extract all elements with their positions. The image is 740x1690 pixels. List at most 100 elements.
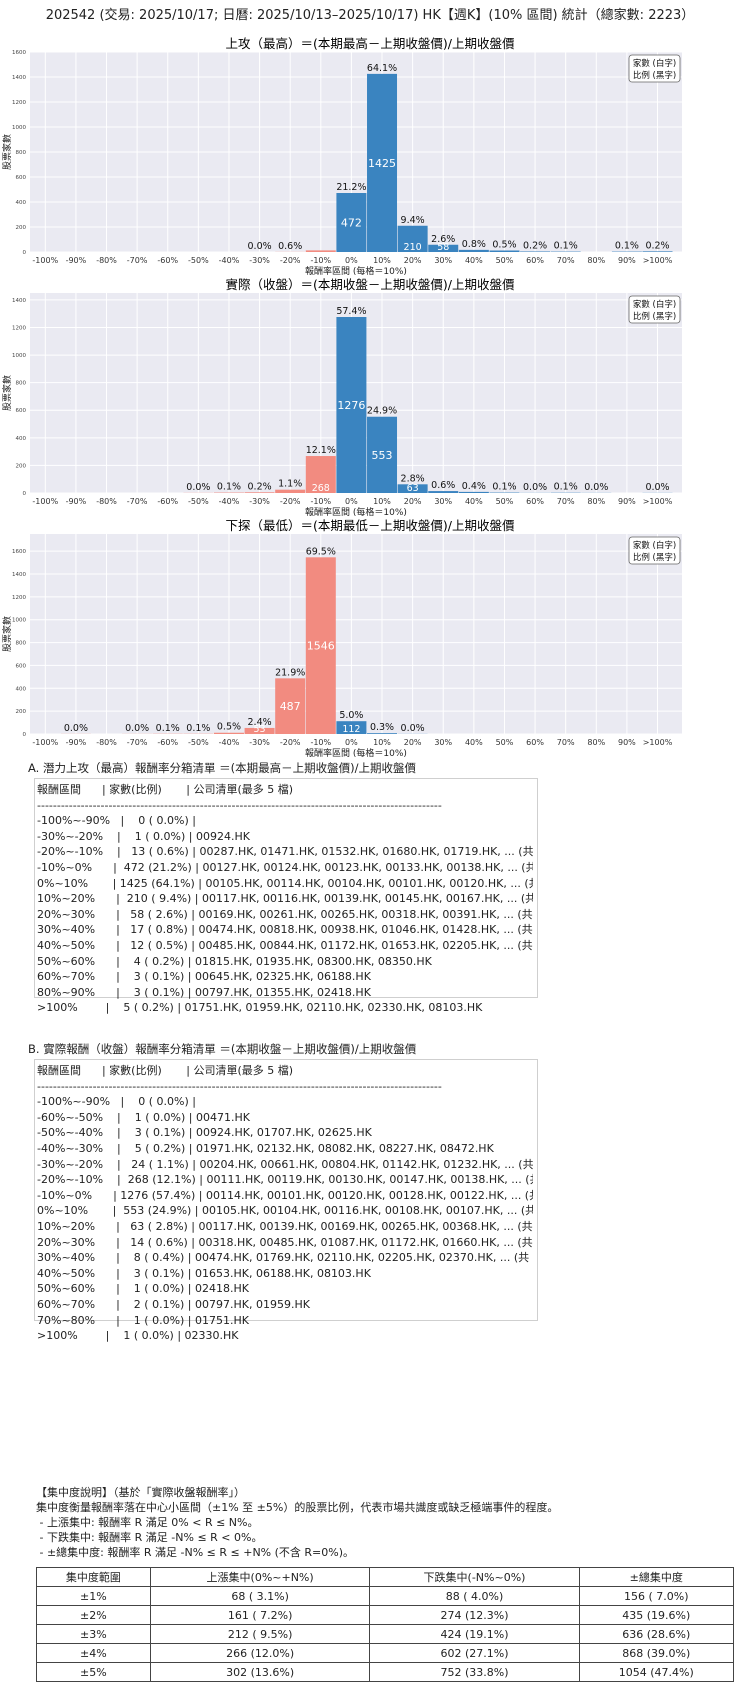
table-cell: 302 (13.6%) [149,1662,371,1682]
bar--30% [244,727,275,734]
y-tick-label: 1000 [12,618,26,624]
chart-title: 實際（收盤）＝(本期收盤－上期收盤價)/上期收盤價 [226,277,515,292]
x-tick-label: -60% [157,497,178,506]
bar-pct-label: 21.2% [336,182,366,193]
bar-pct-label: 12.1% [306,445,336,456]
x-tick-label: 90% [618,497,636,506]
y-tick-label: 1200 [12,595,26,601]
table-row: ±4% 266 (12.0%) 602 (27.1%) 868 (39.0%) [36,1643,735,1663]
list-row: -20%~-10% | 268 (12.1%) | 00111.HK, 0011… [37,1173,533,1187]
bar-50% [489,250,520,252]
x-tick-label: 50% [496,738,514,747]
x-axis-label: 報酬率區間 (每格＝10%) [305,265,407,276]
x-tick-label: 20% [404,256,422,265]
list-row: >100% | 1 ( 0.0%) | 02330.HK [37,1329,239,1343]
bar-pct-label: 0.1% [186,723,210,734]
table-cell: ±5% [36,1662,151,1682]
bar-30% [428,491,459,493]
concentration-notes: 【集中度說明】（基於「實際收盤報酬率」） 集中度衡量報酬率落在中心小區間（±1% … [36,1485,736,1560]
bar-pct-label: 0.0% [645,482,669,493]
x-tick-label: >100% [643,256,673,265]
x-tick-label: 60% [526,738,544,747]
bar-30% [428,244,459,252]
bar-pct-label: 0.3% [370,722,394,733]
list-row: -60%~-50% | 1 ( 0.0%) | 00471.HK [37,1110,250,1124]
x-tick-label: -80% [96,497,117,506]
bar-pct-label: 0.2% [248,481,272,492]
bar--30% [244,492,275,493]
list-row: 50%~60% | 4 ( 0.2%) | 01815.HK, 01935.HK… [37,954,432,968]
legend-pct: 比例 (黑字) [633,70,676,81]
concentration-line: - ±總集中度: 報酬率 R 滿足 -N% ≤ R ≤ +N% (不含 R=0%… [36,1546,355,1559]
plot-area [30,534,682,734]
bar-20% [397,225,428,252]
x-tick-label: -30% [249,497,270,506]
x-tick-label: 70% [557,256,575,265]
bar-pct-label: 24.9% [367,406,397,417]
bar--20% [275,489,306,493]
concentration-table: 集中度範圍 上漲集中(0%~+N%) 下跌集中(-N%~0%) ±總集中度 ±1% 68 … [36,1567,735,1682]
table-cell: 212 ( 9.5%) [149,1624,371,1644]
x-tick-label: -80% [96,256,117,265]
list-row: -40%~-30% | 5 ( 0.2%) | 01971.HK, 02132.… [37,1141,494,1155]
bar-pct-label: 0.0% [64,723,88,734]
x-tick-label: -100% [32,738,58,747]
list-row: -50%~-40% | 3 ( 0.1%) | 00924.HK, 01707.… [37,1126,372,1140]
table-cell: 435 (19.6%) [578,1605,735,1625]
bar-pct-label: 57.4% [336,306,366,317]
bar-count-label: 63 [407,483,419,494]
x-tick-label: -20% [280,738,301,747]
y-tick-label: 1200 [12,325,26,331]
bar-10% [367,73,398,252]
bar-count-label: 553 [372,449,393,462]
list-row: 報酬區間 | 家數(比例) | 公司清單(最多 5 檔) [37,1064,294,1077]
bar-pct-label: 5.0% [339,710,363,721]
x-tick-label: 90% [618,738,636,747]
x-tick-label: -90% [66,497,87,506]
x-tick-label: 30% [434,738,452,747]
bar-count-label: 1425 [368,157,396,170]
table-cell: 1054 (47.4%) [578,1662,735,1682]
x-tick-label: 0% [345,738,358,747]
list-row: 60%~70% | 3 ( 0.1%) | 00645.HK, 02325.HK… [37,970,371,984]
list-row: -30%~-20% | 1 ( 0.0%) | 00924.HK [37,829,250,843]
x-tick-label: -50% [188,497,209,506]
x-tick-label: 40% [465,256,483,265]
table-cell: 602 (27.1%) [369,1643,580,1663]
bar-pct-label: 0.5% [492,240,516,251]
list-row: ----------------------------------------… [37,798,442,812]
section-a-heading: A. 潛力上攻（最高）報酬率分箱清單 ＝(本期最高－上期收盤價)/上期收盤價 [28,761,416,775]
y-tick-label: 400 [16,686,27,692]
x-tick-label: >100% [643,738,673,747]
concentration-line: - 下跌集中: 報酬率 R 滿足 -N% ≤ R < 0%。 [36,1531,263,1544]
x-tick-label: -10% [310,738,331,747]
table-row: ±2% 161 ( 7.2%) 274 (12.3%) 435 (19.6%) [36,1605,735,1625]
legend: 家數 (白字)比例 (黑字) [628,295,681,324]
y-axis-label: 股票家數 [1,375,13,411]
table-cell: 88 ( 4.0%) [369,1586,580,1606]
y-tick-label: 400 [16,200,27,206]
bar-pct-label: 0.1% [217,482,241,493]
x-tick-label: -10% [310,497,331,506]
bar-10% [367,416,398,493]
list-row: -20%~-10% | 13 ( 0.6%) | 00287.HK, 01471… [37,845,533,859]
y-tick-label: 200 [16,225,27,231]
table-cell: 868 (39.0%) [578,1643,735,1663]
table-cell: 752 (33.8%) [369,1662,580,1682]
x-tick-label: >100% [643,497,673,506]
bar-pct-label: 0.0% [401,723,425,734]
bar-count-label: 487 [280,700,301,713]
y-tick-label: 600 [16,408,27,414]
legend: 家數 (白字)比例 (黑字) [628,536,681,565]
list-row: 20%~30% | 14 ( 0.6%) | 00318.HK, 00485.H… [37,1235,533,1249]
y-tick-label: 1000 [12,125,26,131]
section-a-list: 報酬區間 | 家數(比例) | 公司清單(最多 5 檔) ------------… [34,778,538,1014]
section-b-list: 報酬區間 | 家數(比例) | 公司清單(最多 5 檔) ------------… [34,1059,538,1342]
table-cell: 424 (19.1%) [369,1624,580,1644]
concentration-line: 集中度衡量報酬率落在中心小區間（±1% 至 ±5%）的股票比例，代表市場共識度或… [36,1501,559,1514]
bar-count-label: 53 [254,724,266,735]
x-tick-label: 60% [526,497,544,506]
bar-count-label: 1276 [337,399,365,412]
bar-count-label: 472 [341,217,362,230]
list-row: 50%~60% | 1 ( 0.0%) | 02418.HK [37,1282,249,1296]
